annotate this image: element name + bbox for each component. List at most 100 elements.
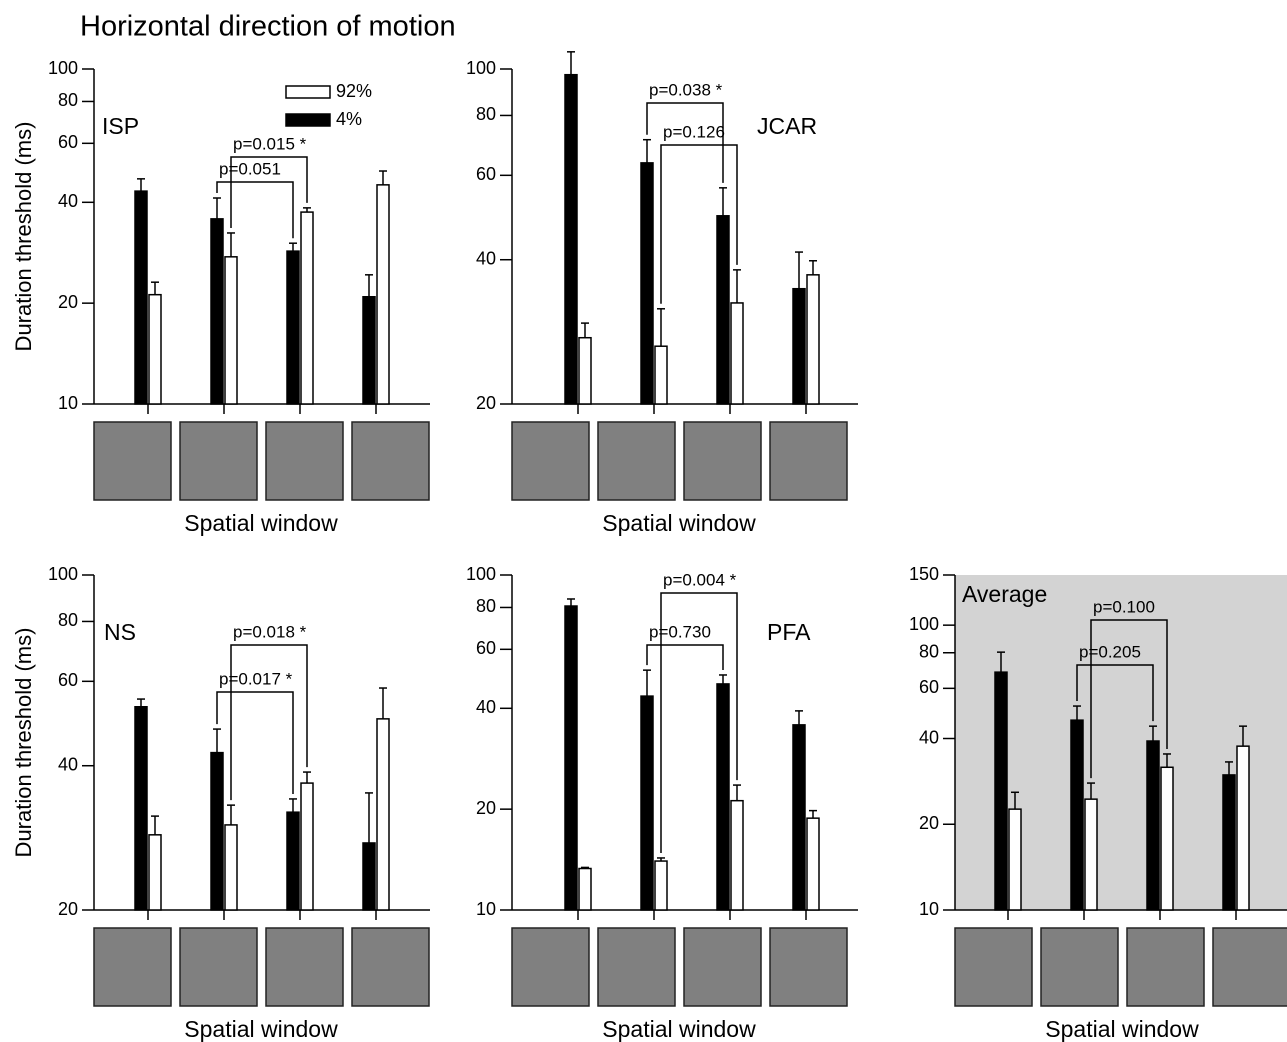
bar bbox=[792, 287, 806, 405]
p-value-label: p=0.100 bbox=[1093, 597, 1155, 616]
x-axis-label: Spatial window bbox=[602, 510, 756, 536]
p-value-label: p=0.017 * bbox=[219, 669, 293, 688]
significance-bracket bbox=[660, 592, 738, 853]
y-axis-label: Duration threshold (ms) bbox=[11, 628, 36, 858]
bar bbox=[376, 718, 390, 911]
stimulus-image bbox=[351, 421, 430, 501]
significance-bracket bbox=[216, 181, 294, 239]
y-tick-label: 80 bbox=[919, 642, 939, 662]
bar bbox=[286, 811, 300, 911]
x-axis-label: Spatial window bbox=[184, 1016, 338, 1042]
legend-label: 4% bbox=[336, 109, 362, 129]
y-tick-label: 20 bbox=[476, 393, 496, 413]
y-tick-label: 80 bbox=[58, 610, 78, 630]
legend-swatch bbox=[285, 113, 331, 127]
stimulus-image bbox=[511, 927, 590, 1007]
bar bbox=[1222, 774, 1236, 911]
legend-swatch bbox=[285, 85, 331, 99]
bar bbox=[148, 834, 162, 911]
p-value-label: p=0.004 * bbox=[663, 570, 737, 589]
p-value-label: p=0.015 * bbox=[233, 134, 307, 153]
panel-label: Average bbox=[962, 581, 1047, 607]
y-tick-label: 60 bbox=[476, 638, 496, 658]
stimulus-image bbox=[597, 927, 676, 1007]
stimulus-image bbox=[93, 927, 172, 1007]
stimulus-image bbox=[769, 927, 848, 1007]
stimulus-image bbox=[265, 421, 344, 501]
panel-label: ISP bbox=[102, 113, 139, 139]
bar bbox=[300, 211, 314, 405]
panel-label: NS bbox=[104, 619, 136, 645]
bar bbox=[716, 215, 730, 405]
p-value-label: p=0.205 bbox=[1079, 642, 1141, 661]
stimulus-image bbox=[1126, 927, 1205, 1007]
y-tick-label: 40 bbox=[476, 248, 496, 268]
bar bbox=[148, 293, 162, 405]
y-tick-label: 60 bbox=[58, 670, 78, 690]
y-tick-label: 60 bbox=[58, 132, 78, 152]
panel-label: JCAR bbox=[757, 113, 817, 139]
bar bbox=[1008, 808, 1022, 911]
stimulus-image bbox=[511, 421, 590, 501]
bar bbox=[376, 184, 390, 405]
bar bbox=[1236, 745, 1250, 911]
bar bbox=[806, 274, 820, 405]
bar bbox=[578, 867, 592, 911]
significance-bracket bbox=[230, 156, 308, 228]
bar bbox=[792, 724, 806, 911]
p-value-label: p=0.038 * bbox=[649, 80, 723, 99]
y-tick-label: 100 bbox=[48, 564, 78, 584]
p-value-label: p=0.730 bbox=[649, 622, 711, 641]
significance-bracket bbox=[646, 644, 724, 670]
y-tick-label: 20 bbox=[58, 292, 78, 312]
y-tick-label: 20 bbox=[58, 899, 78, 919]
panel-label: PFA bbox=[767, 619, 811, 645]
significance-bracket bbox=[1076, 664, 1154, 722]
stimulus-image bbox=[93, 421, 172, 501]
bar bbox=[654, 860, 668, 911]
y-tick-label: 20 bbox=[476, 798, 496, 818]
legend-label: 92% bbox=[336, 81, 372, 101]
bar bbox=[578, 336, 592, 405]
stimulus-image bbox=[265, 927, 344, 1007]
bar bbox=[224, 256, 238, 405]
x-axis-label: Spatial window bbox=[184, 510, 338, 536]
bar bbox=[654, 345, 668, 405]
y-tick-label: 100 bbox=[466, 564, 496, 584]
x-axis-label: Spatial window bbox=[1045, 1016, 1199, 1042]
bar bbox=[1146, 740, 1160, 911]
bar bbox=[134, 190, 148, 405]
significance-bracket bbox=[216, 691, 294, 794]
bar bbox=[730, 302, 744, 405]
stimulus-image bbox=[179, 927, 258, 1007]
y-tick-label: 80 bbox=[476, 104, 496, 124]
bar bbox=[224, 824, 238, 911]
bar bbox=[994, 671, 1008, 911]
y-tick-label: 20 bbox=[919, 813, 939, 833]
significance-bracket bbox=[660, 144, 738, 304]
y-tick-label: 40 bbox=[476, 697, 496, 717]
x-axis-label: Spatial window bbox=[602, 1016, 756, 1042]
y-tick-label: 80 bbox=[58, 90, 78, 110]
y-tick-label: 10 bbox=[476, 899, 496, 919]
bar bbox=[210, 751, 224, 911]
significance-bracket bbox=[646, 102, 724, 183]
y-tick-label: 100 bbox=[909, 614, 939, 634]
y-tick-label: 100 bbox=[48, 58, 78, 78]
figure-title: Horizontal direction of motion bbox=[80, 11, 456, 43]
y-tick-label: 40 bbox=[58, 191, 78, 211]
y-tick-label: 150 bbox=[909, 564, 939, 584]
p-value-label: p=0.051 bbox=[219, 159, 281, 178]
bar bbox=[300, 782, 314, 911]
bar bbox=[640, 695, 654, 911]
stimulus-image bbox=[683, 927, 762, 1007]
stimulus-image bbox=[597, 421, 676, 501]
stimulus-image bbox=[179, 421, 258, 501]
bar bbox=[640, 162, 654, 405]
bar bbox=[286, 250, 300, 405]
bar bbox=[716, 683, 730, 911]
bar bbox=[210, 218, 224, 405]
bar bbox=[564, 605, 578, 911]
bar bbox=[1160, 766, 1174, 911]
